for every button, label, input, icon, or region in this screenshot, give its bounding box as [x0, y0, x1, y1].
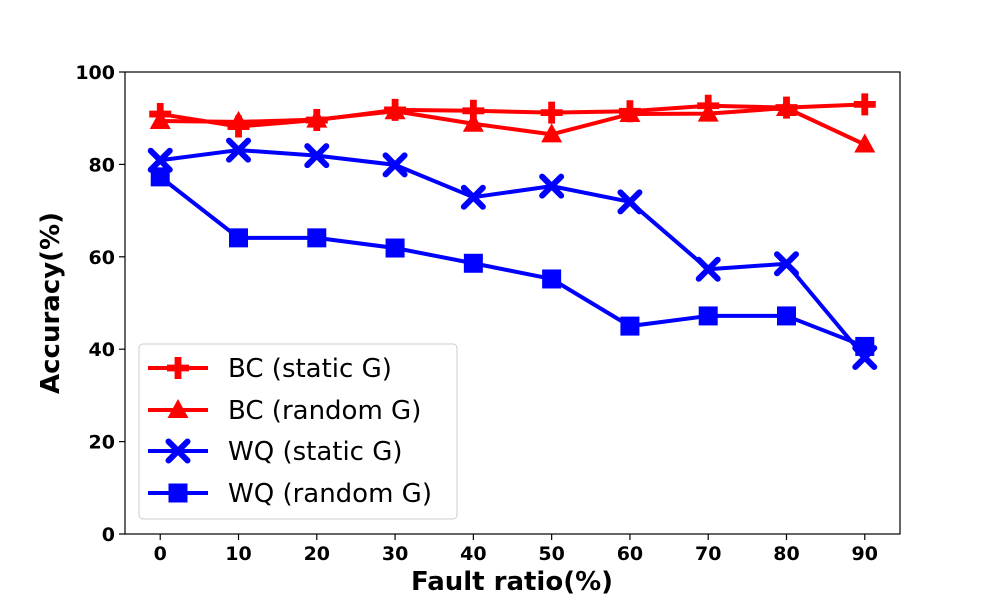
data-point [229, 228, 249, 248]
x-tick-label: 90 [852, 543, 878, 565]
legend-box [138, 343, 458, 520]
data-point [617, 189, 643, 215]
series-wq-random-g [150, 167, 875, 356]
data-point [307, 228, 327, 248]
legend-label: BC (static G) [228, 354, 392, 384]
legend-entry: WQ (random G) [148, 479, 432, 509]
data-point [149, 109, 171, 129]
series-line [160, 106, 866, 147]
legend-marker [168, 483, 188, 503]
data-point [619, 103, 641, 123]
data-point [855, 336, 875, 356]
data-point [698, 306, 718, 326]
data-point [306, 108, 328, 128]
series-bc-random-g [149, 97, 876, 153]
y-tick-label: 0 [102, 524, 115, 546]
legend-marker [165, 438, 191, 464]
series-line [159, 102, 865, 129]
y-axis: 0 20 40 60 80 100 [75, 62, 125, 546]
data-point [854, 133, 876, 153]
x-axis: 0 10 20 30 40 50 60 70 80 90 [154, 534, 878, 565]
legend-entry: BC (static G) [148, 354, 392, 384]
data-point [695, 256, 721, 282]
data-point [853, 93, 876, 116]
y-tick-label: 100 [75, 62, 115, 84]
x-tick-label: 10 [225, 543, 251, 565]
series-wq-static-g [147, 137, 878, 371]
data-point [463, 253, 483, 273]
series-line [158, 175, 866, 349]
data-point [460, 184, 486, 210]
data-point [542, 269, 562, 289]
legend-entry: BC (random G) [148, 396, 421, 426]
data-point [382, 152, 408, 178]
x-tick-label: 40 [460, 543, 486, 565]
legend: BC (static G) BC (random G) WQ (static G) W… [138, 343, 458, 520]
legend-entry: WQ (static G) [148, 437, 403, 467]
data-point [540, 101, 563, 124]
x-axis-label: Fault ratio(%) [411, 567, 613, 597]
legend-marker [167, 399, 189, 418]
data-point [775, 97, 797, 117]
y-tick-label: 20 [89, 432, 115, 454]
data-point [773, 251, 799, 277]
x-tick-label: 30 [382, 543, 408, 565]
plot-frame [124, 71, 901, 535]
data-point [150, 167, 170, 187]
data-point [385, 238, 405, 258]
y-axis-label: Accuracy(%) [36, 212, 66, 394]
data-point [697, 102, 719, 122]
data-point [539, 173, 565, 199]
data-point [304, 143, 330, 169]
data-point [620, 316, 640, 336]
legend-label: BC (random G) [228, 396, 421, 426]
plot-area [147, 93, 878, 371]
legend-marker [167, 357, 189, 379]
y-tick-label: 60 [89, 247, 115, 269]
data-point [462, 99, 485, 122]
legend-label: WQ (static G) [228, 437, 403, 467]
x-tick-label: 0 [154, 543, 167, 565]
x-tick-label: 60 [617, 543, 643, 565]
series-line [159, 148, 867, 359]
y-tick-label: 80 [89, 154, 115, 176]
data-point [226, 137, 252, 163]
legend-label: WQ (random G) [228, 479, 432, 509]
x-tick-label: 80 [773, 543, 799, 565]
x-tick-label: 20 [304, 543, 330, 565]
x-tick-label: 70 [695, 543, 721, 565]
data-point [776, 306, 796, 326]
data-point [462, 112, 484, 132]
data-point [228, 110, 250, 130]
data-point [384, 100, 406, 120]
data-point [541, 123, 563, 143]
data-point [147, 147, 173, 173]
y-tick-label: 40 [89, 339, 115, 361]
x-tick-label: 50 [538, 543, 564, 565]
